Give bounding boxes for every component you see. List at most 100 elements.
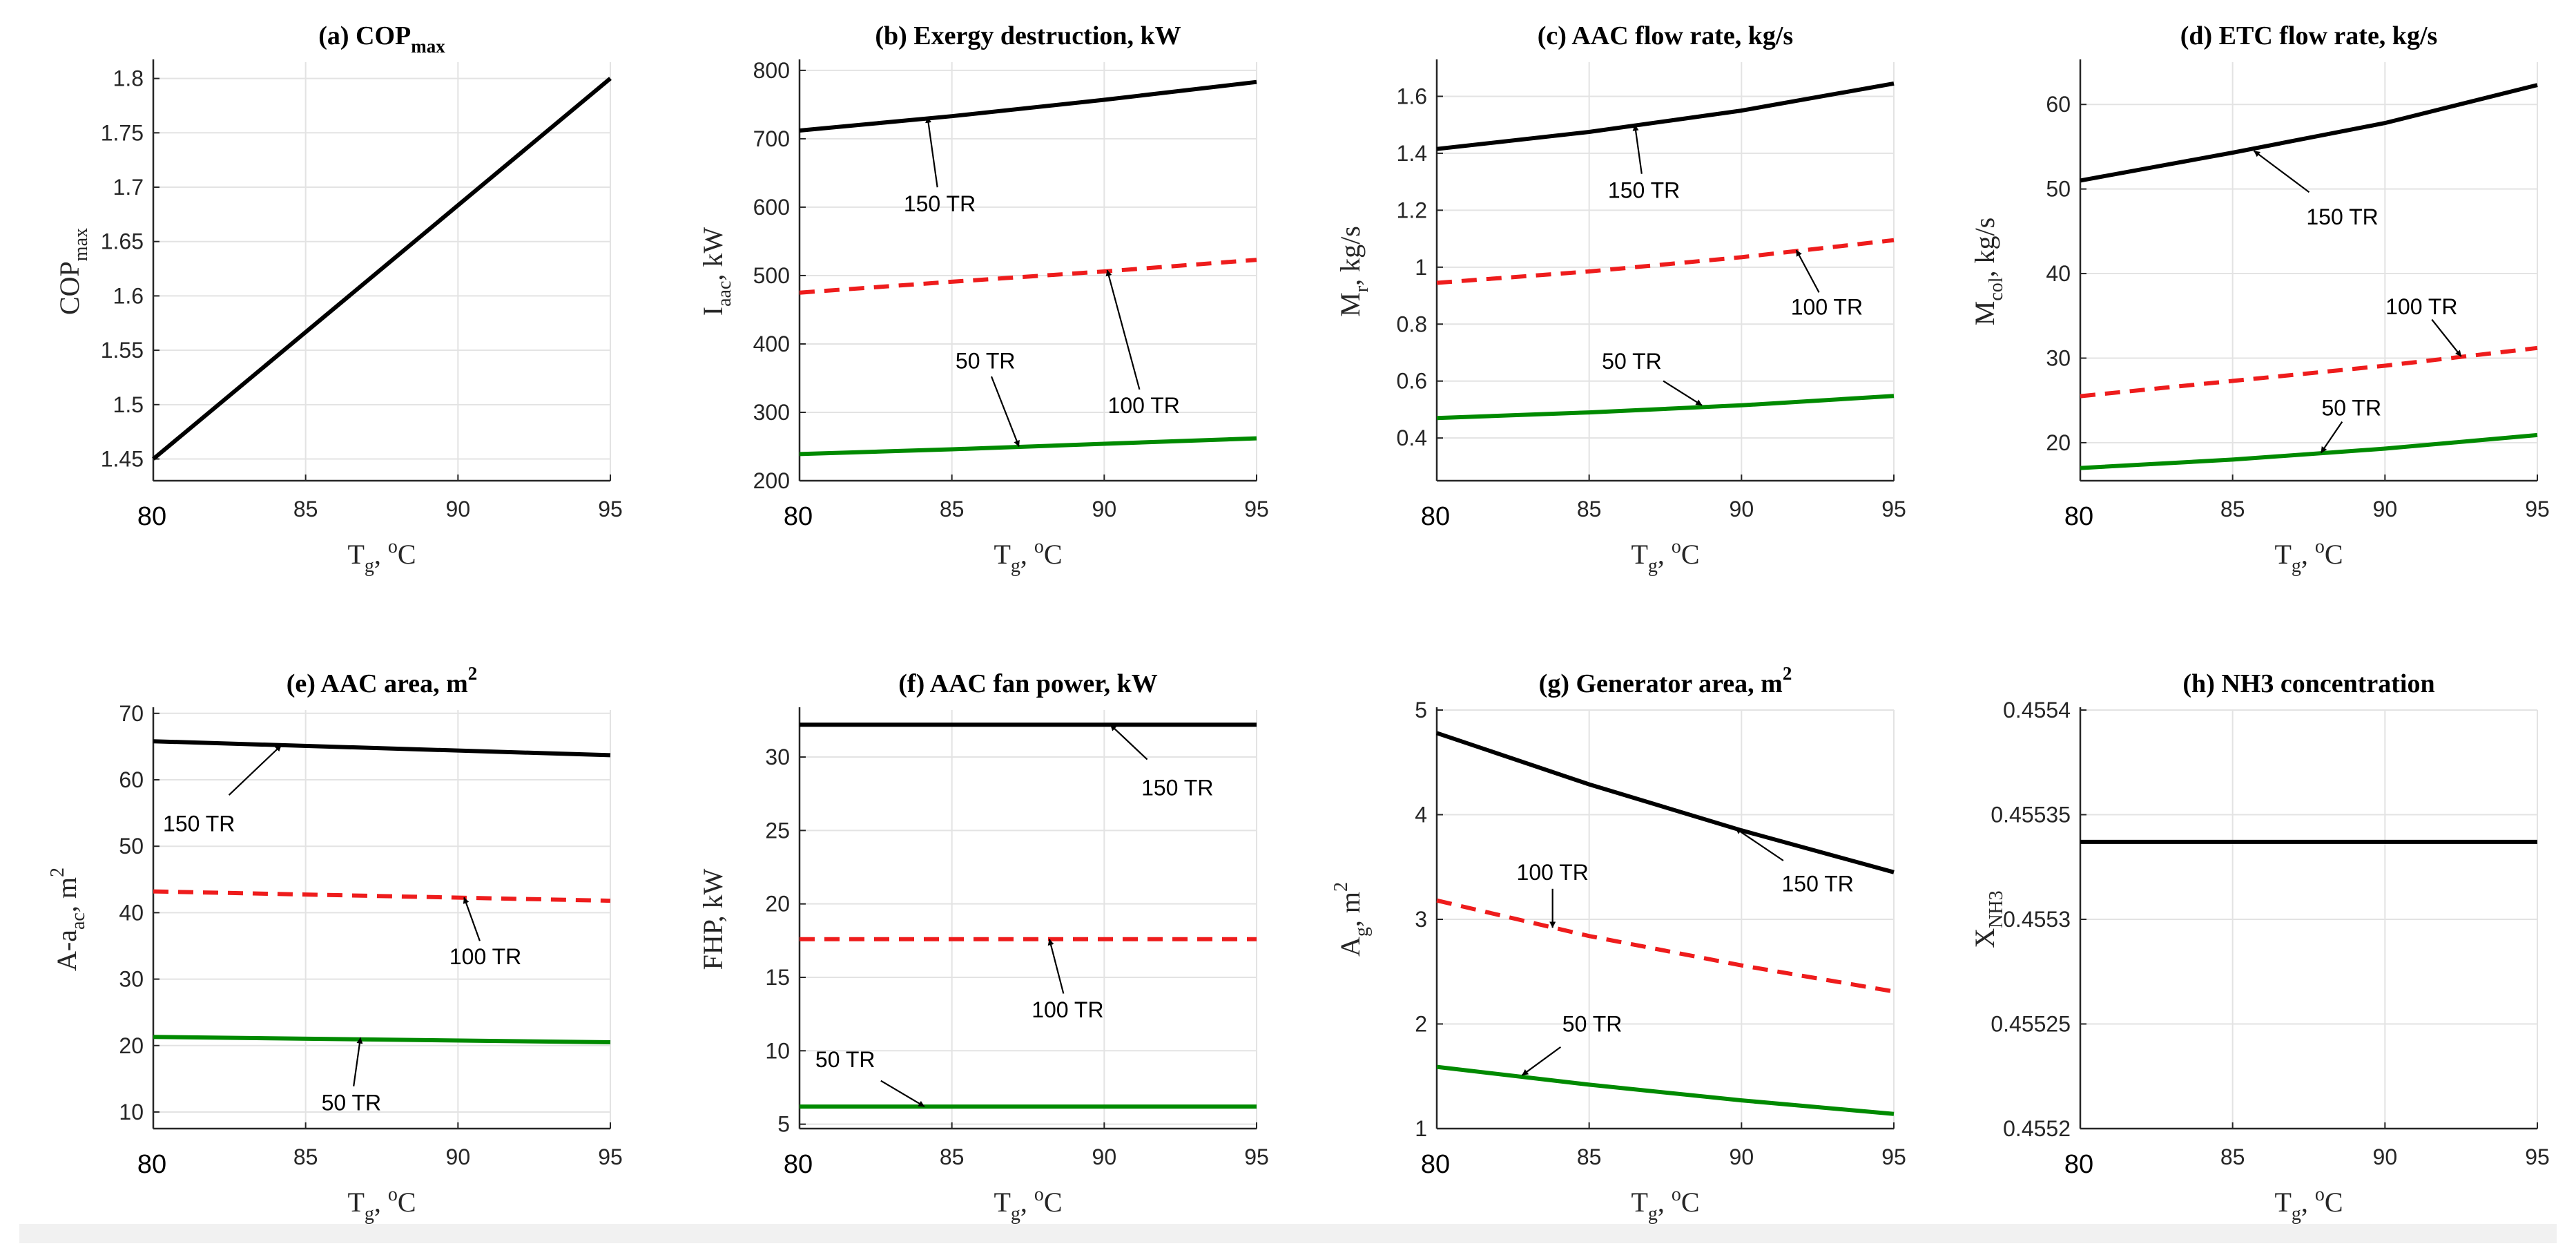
x-tick-label: 85 bbox=[293, 1144, 318, 1169]
plot-area bbox=[1437, 62, 1894, 481]
annotation-arrow bbox=[1663, 380, 1703, 406]
annotation-label: 50 TR bbox=[956, 349, 1016, 374]
x-tick-label: 80 bbox=[137, 502, 166, 531]
x-tick-label: 90 bbox=[1092, 1144, 1117, 1169]
y-tick-label: 1.65 bbox=[101, 229, 144, 254]
x-tick-label: 95 bbox=[1244, 497, 1269, 521]
x-axis-label: Tg, oC bbox=[2274, 1184, 2343, 1225]
annotation-label: 50 TR bbox=[1602, 349, 1662, 374]
series-line-100-tr bbox=[1436, 898, 1895, 994]
y-axis-label: Mcol, kg/s bbox=[1969, 218, 2007, 325]
chart-title: (d) ETC flow rate, kg/s bbox=[2180, 21, 2438, 50]
series-line-50-tr bbox=[153, 1035, 611, 1044]
chart-panel-f: 80 85 90 95 5 10 15 20 25 30 (f) AAC fan power, kW… bbox=[697, 669, 1269, 1225]
y-tick-label: 0.6 bbox=[1397, 369, 1427, 394]
annotation-label: 150 TR bbox=[163, 811, 235, 836]
y-axis-label: Mr, kg/s bbox=[1335, 226, 1373, 317]
annotation-label: 50 TR bbox=[1562, 1012, 1623, 1037]
annotation-arrow bbox=[1105, 269, 1141, 390]
y-axis-label: XNH3 bbox=[1969, 890, 2007, 948]
annotation-arrow bbox=[2320, 421, 2343, 454]
x-tick-label: 85 bbox=[2220, 497, 2245, 521]
y-tick-label: 500 bbox=[753, 263, 790, 288]
x-tick-label: 80 bbox=[2064, 1150, 2093, 1179]
y-tick-label: 0.4554 bbox=[2003, 698, 2071, 722]
annotation-label: 100 TR bbox=[2385, 294, 2457, 319]
y-tick-label: 20 bbox=[2046, 430, 2071, 455]
y-tick-label: 1.2 bbox=[1397, 198, 1427, 222]
annotation-arrow bbox=[1047, 939, 1065, 994]
x-tick-label: 95 bbox=[1244, 1144, 1269, 1169]
x-tick-label: 80 bbox=[1421, 502, 1450, 531]
y-tick-label: 300 bbox=[753, 400, 790, 425]
series-line-100-tr bbox=[2080, 345, 2538, 399]
annotation-label: 100 TR bbox=[1517, 860, 1589, 885]
x-tick-label: 80 bbox=[784, 502, 813, 531]
y-axis-label: A-aac, m2 bbox=[47, 868, 89, 971]
y-tick-label: 30 bbox=[119, 967, 144, 992]
annotation-arrow bbox=[1521, 1046, 1562, 1076]
annotation-arrow bbox=[880, 1080, 925, 1108]
chart-panel-a: 80 85 90 95 1.45 1.5 1.55 1.6 1.65 1.7 1.75 1.8 (a) … bbox=[54, 21, 623, 577]
y-axis-label: Iaac, kW bbox=[697, 227, 735, 316]
x-axis-label: Tg, oC bbox=[347, 1184, 416, 1225]
annotation-label: 150 TR bbox=[904, 191, 976, 216]
y-tick-label: 50 bbox=[2046, 177, 2071, 202]
annotation-label: 100 TR bbox=[1108, 393, 1180, 418]
series-line-50-tr bbox=[799, 436, 1257, 457]
y-tick-label: 20 bbox=[119, 1033, 144, 1058]
plot-area bbox=[153, 62, 610, 481]
series-line-50-tr bbox=[1436, 1064, 1895, 1116]
series-line-100-tr bbox=[1436, 238, 1895, 285]
y-tick-label: 60 bbox=[119, 767, 144, 792]
x-axis-label: Tg, oC bbox=[1631, 536, 1699, 577]
annotation-arrow bbox=[990, 376, 1020, 447]
annotation-label: 50 TR bbox=[815, 1047, 875, 1072]
annotation-label: 50 TR bbox=[322, 1090, 382, 1115]
annotation-arrow bbox=[228, 745, 282, 796]
x-axis-label: Tg, oC bbox=[994, 1184, 1062, 1225]
x-tick-label: 85 bbox=[293, 497, 318, 521]
x-axis-label: Tg, oC bbox=[2274, 536, 2343, 577]
y-tick-label: 0.45535 bbox=[1991, 803, 2071, 827]
y-tick-label: 1 bbox=[1415, 1116, 1427, 1141]
chart-title: (e) AAC area, m2 bbox=[287, 663, 478, 698]
y-tick-label: 50 bbox=[119, 834, 144, 859]
y-tick-label: 1.7 bbox=[113, 175, 144, 200]
series-line-100-tr bbox=[153, 889, 611, 903]
annotation-label: 150 TR bbox=[1608, 178, 1680, 203]
annotation-arrow bbox=[463, 897, 481, 941]
plot-area bbox=[153, 710, 610, 1129]
y-tick-label: 1.75 bbox=[101, 120, 144, 145]
y-tick-label: 60 bbox=[2046, 92, 2071, 117]
y-tick-label: 0.8 bbox=[1397, 312, 1427, 336]
y-tick-label: 800 bbox=[753, 58, 790, 83]
x-tick-label: 95 bbox=[1881, 497, 1906, 521]
y-tick-label: 1.4 bbox=[1397, 141, 1427, 166]
y-tick-label: 700 bbox=[753, 126, 790, 151]
chart-title: (f) AAC fan power, kW bbox=[898, 669, 1157, 698]
y-tick-label: 0.45525 bbox=[1991, 1012, 2071, 1037]
series-line-50-tr bbox=[1436, 394, 1895, 421]
chart-panel-b: 80 85 90 95 200 300 400 500 600 700 800 (b) Exergy … bbox=[697, 21, 1269, 577]
x-tick-label: 80 bbox=[137, 1150, 166, 1179]
annotation-label: 150 TR bbox=[1141, 776, 1213, 801]
y-tick-label: 1.6 bbox=[1397, 84, 1427, 108]
x-tick-label: 85 bbox=[1577, 1144, 1602, 1169]
x-axis-label: Tg, oC bbox=[1631, 1184, 1699, 1225]
annotation-label: 150 TR bbox=[1781, 871, 1853, 896]
y-tick-label: 0.4552 bbox=[2003, 1116, 2071, 1141]
plot-area bbox=[800, 710, 1257, 1129]
x-tick-label: 80 bbox=[1421, 1150, 1450, 1179]
series-line-100-tr bbox=[799, 258, 1257, 295]
y-tick-label: 1.55 bbox=[101, 338, 144, 363]
y-tick-label: 40 bbox=[119, 900, 144, 925]
y-tick-label: 0.4553 bbox=[2003, 907, 2071, 932]
plot-area bbox=[2080, 62, 2537, 481]
y-tick-label: 10 bbox=[765, 1038, 790, 1063]
y-tick-label: 1.6 bbox=[113, 283, 144, 308]
annotation-label: 100 TR bbox=[1791, 295, 1863, 320]
annotation-arrow bbox=[925, 116, 938, 188]
y-tick-label: 15 bbox=[765, 965, 790, 990]
